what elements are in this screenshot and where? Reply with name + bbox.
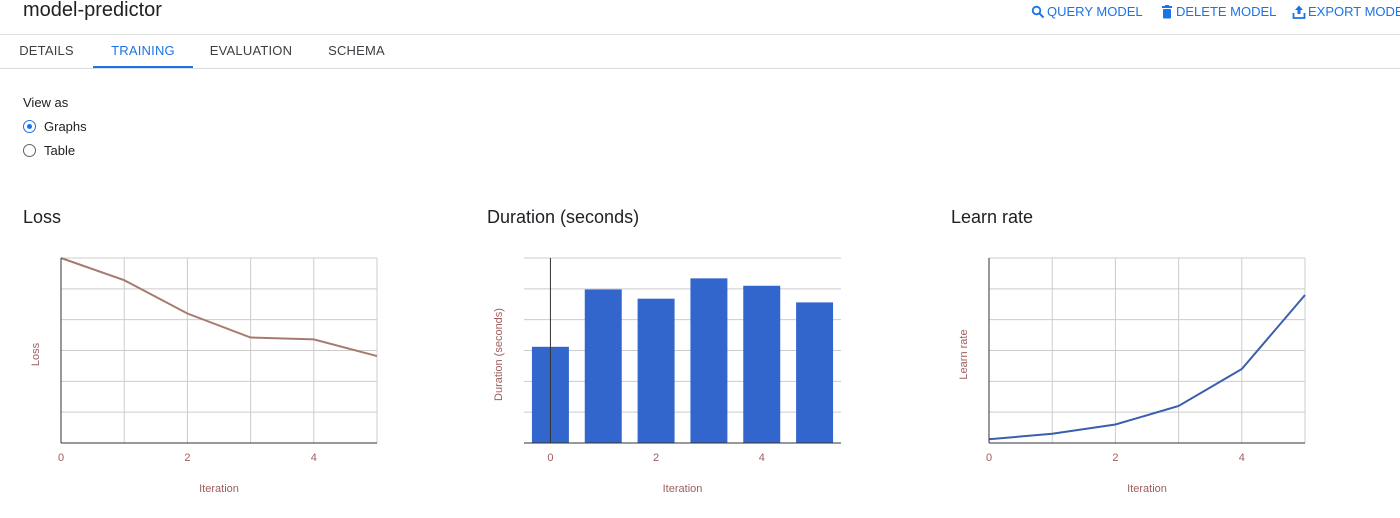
tab-training[interactable]: TRAINING <box>93 35 193 68</box>
export-icon <box>1292 5 1306 19</box>
bar <box>743 285 781 443</box>
query-model-button[interactable]: QUERY MODEL <box>1031 4 1143 19</box>
view-table-radio[interactable]: Table <box>23 143 75 158</box>
x-tick-label: 2 <box>1112 452 1118 464</box>
view-table-label: Table <box>44 143 76 158</box>
view-graphs-label: Graphs <box>44 119 87 134</box>
export-model-label: EXPORT MODEL <box>1308 4 1400 19</box>
x-axis-label: Iteration <box>663 483 703 495</box>
y-axis-label: Duration (seconds) <box>493 308 505 401</box>
y-axis-label: Loss <box>30 342 42 366</box>
learn-rate-chart-title: Learn rate <box>951 207 1034 227</box>
tab-details[interactable]: DETAILS <box>19 43 74 58</box>
view-graphs-radio[interactable]: Graphs <box>23 119 87 134</box>
loss-chart-title: Loss <box>23 207 62 227</box>
x-tick-label: 2 <box>184 452 190 464</box>
x-tick-label: 4 <box>759 452 765 464</box>
tab-bar: DETAILS TRAINING EVALUATION SCHEMA <box>0 35 1400 69</box>
y-axis-label: Learn rate <box>958 329 970 379</box>
radio-checked-icon <box>23 120 36 133</box>
x-tick-label: 0 <box>58 452 64 464</box>
delete-model-button[interactable]: DELETE MODEL <box>1160 4 1276 19</box>
page-title: model-predictor <box>23 0 162 21</box>
search-icon <box>1031 5 1045 19</box>
series-line <box>60 257 378 358</box>
x-tick-label: 2 <box>653 452 659 464</box>
query-model-label: QUERY MODEL <box>1047 4 1143 19</box>
x-axis-label: Iteration <box>199 483 239 495</box>
tab-schema[interactable]: SCHEMA <box>328 43 385 58</box>
bar <box>690 278 728 443</box>
duration-chart-title: Duration (seconds) <box>487 207 640 227</box>
page-header: model-predictor QUERY MODEL DELETE MODEL… <box>0 0 1400 35</box>
trash-icon <box>1160 4 1174 19</box>
view-as-label: View as <box>23 95 69 110</box>
x-axis-label: Iteration <box>1127 483 1167 495</box>
x-tick-label: 0 <box>986 452 992 464</box>
delete-model-label: DELETE MODEL <box>1176 4 1277 19</box>
radio-unchecked-icon <box>23 144 36 157</box>
series-line <box>988 294 1306 441</box>
export-model-button[interactable]: EXPORT MODEL <box>1292 4 1400 19</box>
bar <box>637 298 675 443</box>
bar <box>796 302 834 443</box>
tab-evaluation[interactable]: EVALUATION <box>209 43 293 58</box>
x-tick-label: 4 <box>311 452 317 464</box>
x-tick-label: 0 <box>547 452 553 464</box>
bar <box>584 289 622 443</box>
x-tick-label: 4 <box>1239 452 1245 464</box>
